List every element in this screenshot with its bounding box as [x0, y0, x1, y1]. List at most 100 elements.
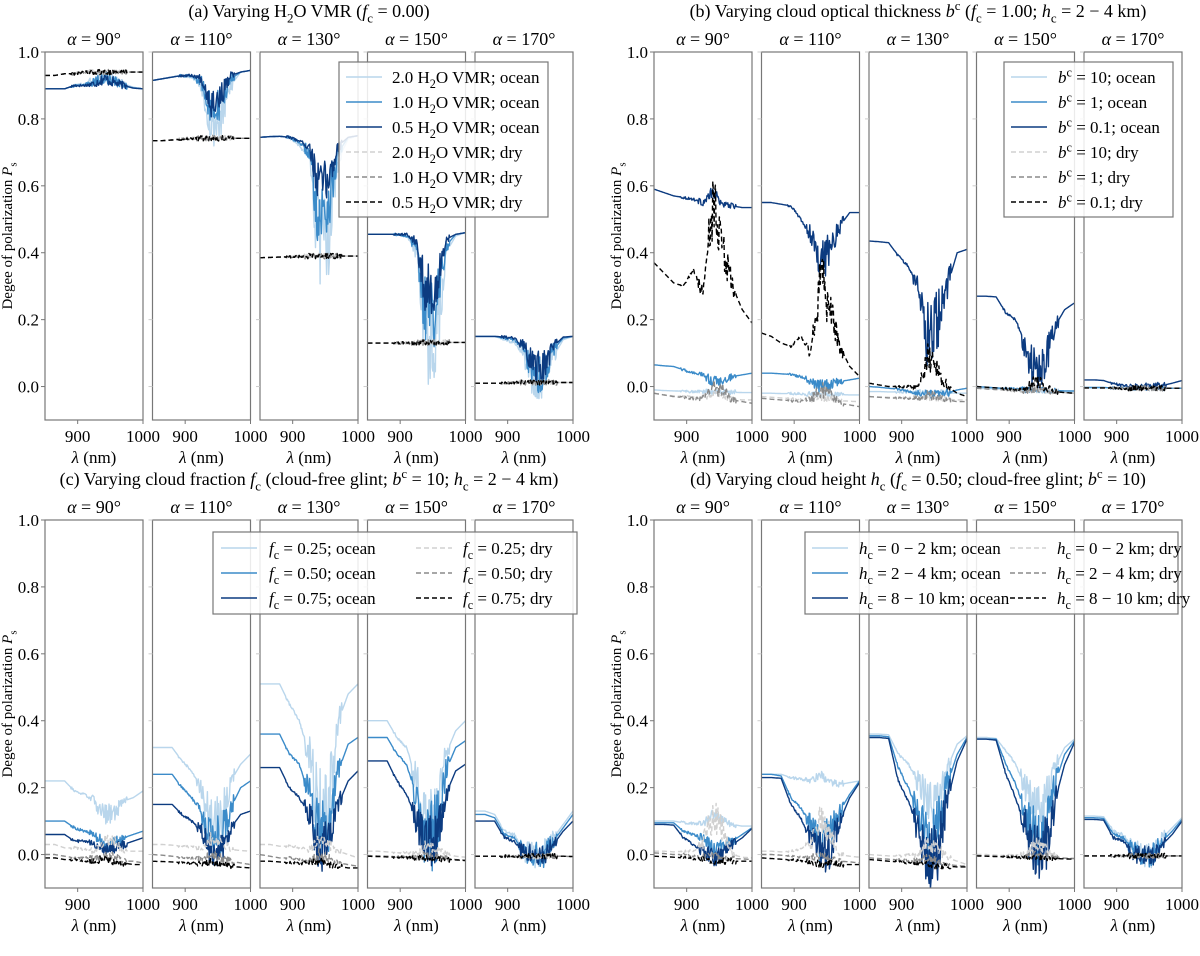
series-line-1 [260, 733, 358, 864]
series-line-2 [260, 766, 358, 872]
x-axis-label-part: (nm) [1011, 448, 1048, 467]
legend-label-part: b [1058, 93, 1067, 112]
legend-label-part: f [463, 589, 470, 608]
subplot-title-part: = 110° [789, 29, 842, 49]
x-axis-label: λ (nm) [1002, 448, 1048, 467]
legend-item: fc = 0.50; ocean [221, 564, 376, 587]
legend-item: fc = 0.25; dry [416, 539, 553, 562]
x-axis-label-part: (nm) [294, 448, 331, 467]
panel-c: (c) Varying cloud fraction fc (cloud-fre… [0, 466, 590, 935]
legend-label: bc = 10; ocean [1058, 66, 1156, 87]
x-tick-label: 900 [781, 895, 807, 914]
axes-frame [653, 519, 753, 889]
series-line-3 [761, 806, 860, 858]
series-line-4 [869, 853, 967, 867]
legend-label-part: O VMR; dry [436, 143, 523, 162]
panel-title-part: c [255, 478, 261, 493]
subplot-title-part: α [493, 497, 503, 517]
x-tick-label: 900 [1104, 427, 1130, 446]
subplot-title-part: = 150° [395, 497, 448, 517]
subplot-title-part: = 150° [395, 29, 448, 49]
panel-title-part: (a) Varying H [188, 1, 287, 22]
legend-item: hc = 2 − 4 km; ocean [812, 564, 1001, 587]
x-axis-label-part: (nm) [903, 916, 940, 935]
panel-b: (b) Varying cloud optical thickness bc (… [609, 0, 1199, 467]
legend-label: hc = 2 − 4 km; ocean [859, 564, 1001, 587]
x-axis-label-part: λ [680, 448, 688, 467]
panel-title-part: ( [886, 469, 897, 490]
legend-label-part: c [1066, 598, 1072, 612]
axes-frame [366, 519, 467, 889]
axes-frame [151, 51, 252, 421]
panel-title-part: O VMR ( [294, 1, 363, 22]
y-tick-label: 0.2 [627, 311, 648, 330]
x-tick-label: 1000 [1165, 427, 1199, 446]
series-line-0 [367, 232, 466, 385]
x-axis-label-part: (nm) [1011, 916, 1048, 935]
x-tick-label: 1000 [556, 427, 590, 446]
legend-label-part: c [468, 573, 474, 587]
subplot-alpha-4: α = 170° 900 1000 λ (nm) [1080, 29, 1199, 467]
legend-label-part: c [1067, 116, 1073, 130]
y-tick-label: 1.0 [18, 43, 39, 62]
panel-title-part: 2 [287, 10, 293, 25]
legend-item: 1.0 H2O VMR; dry [346, 168, 523, 191]
series-line-2 [1084, 818, 1182, 866]
subplot-title-part: = 130° [287, 29, 340, 49]
y-axis-label: Degee of polarization Ps [609, 162, 629, 309]
x-axis-label-part: λ [501, 448, 509, 467]
legend-label-part: 0.5 H [392, 118, 430, 137]
subplot-title-part: = 90° [686, 497, 730, 517]
x-axis-label: λ (nm) [178, 448, 224, 467]
legend-frame [338, 61, 549, 218]
subplot-title-part: α [67, 497, 77, 517]
legend-label: fc = 0.75; dry [463, 589, 553, 612]
legend-item: 2.0 H2O VMR; dry [346, 143, 523, 166]
series-line-5 [654, 180, 752, 324]
panel-title-part: c [955, 0, 961, 13]
subplot-title: α = 170° [1102, 29, 1165, 49]
legend-label-part: b [1058, 143, 1067, 162]
legend-item: bc = 0.1; dry [1011, 191, 1143, 212]
subplot-alpha-4: α = 170° 900 1000 λ (nm) [471, 29, 590, 467]
axes-frame [366, 51, 467, 421]
panel-title-part: b [1088, 469, 1097, 489]
series-line-3 [260, 835, 358, 859]
x-tick-label: 900 [172, 895, 198, 914]
series-group [654, 802, 752, 867]
panel-title-part: = 1.00; [982, 1, 1042, 21]
series-line-5 [260, 252, 358, 260]
x-axis-label-part: λ [286, 448, 294, 467]
axes-frame [760, 519, 861, 889]
legend-label-part: 2 [430, 177, 436, 191]
panel-title-part: = 2 − 4 km) [1057, 1, 1147, 22]
y-axis-label-part: P [609, 167, 625, 177]
series-line-3 [869, 836, 967, 866]
series-line-5 [869, 343, 967, 398]
subplot-title-part: α [676, 497, 686, 517]
panel-title-part: c [401, 466, 407, 481]
series-line-3 [152, 832, 251, 852]
y-tick-label: 0.8 [627, 110, 648, 129]
legend-item: bc = 1; ocean [1011, 91, 1148, 112]
subplot-title-part: α [385, 29, 395, 49]
legend-label-part: = 2 − 4 km; dry [1071, 564, 1182, 583]
legend-item: fc = 0.25; ocean [221, 539, 376, 562]
series-line-5 [45, 855, 143, 867]
subplot-alpha-1: α = 110° 900 1000 λ (nm) [148, 29, 268, 467]
series-line-2 [152, 69, 251, 118]
x-axis-label-part: (nm) [187, 916, 224, 935]
x-axis-label-part: (nm) [796, 916, 833, 935]
series-line-5 [475, 379, 573, 386]
legend-label-part: c [274, 598, 280, 612]
x-axis-label-part: λ [1110, 448, 1118, 467]
series-group [367, 720, 466, 872]
x-axis-label: λ (nm) [1110, 448, 1156, 467]
y-axis-label-part: Degee of polarization [609, 176, 625, 310]
series-line-0 [654, 809, 752, 829]
x-axis-label-part: (nm) [688, 916, 725, 935]
legend-label: hc = 8 − 10 km; ocean [859, 589, 1010, 612]
x-axis-label: λ (nm) [71, 448, 117, 467]
subplot-title: α = 170° [493, 497, 556, 517]
legend-label-part: = 1; ocean [1072, 93, 1148, 112]
